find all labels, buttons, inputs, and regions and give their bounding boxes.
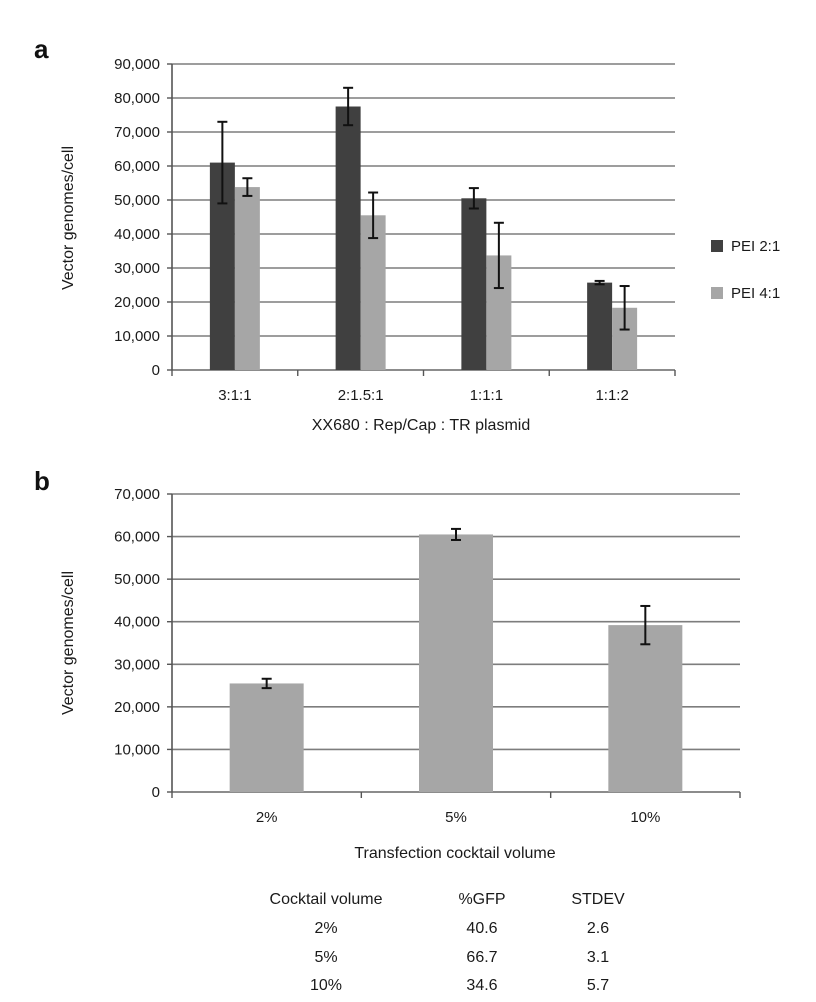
- bar-series-5: [419, 534, 493, 792]
- error-bar-pei-4-1-2-1-5-1: [368, 191, 379, 240]
- y-tick-label: 70,000: [114, 124, 160, 141]
- x-tick-label-5: 5%: [445, 809, 467, 826]
- bar-series-10: [608, 625, 683, 792]
- gfp-table: Cocktail volume %GFP STDEV 2% 40.6 2.6 5…: [270, 891, 625, 994]
- legend-swatch-pei-2-1: [711, 240, 723, 252]
- table-header-cocktail-volume: Cocktail volume: [270, 891, 383, 908]
- y-tick-label: 50,000: [114, 571, 160, 588]
- y-tick-label: 80,000: [114, 90, 160, 107]
- error-bar-pei-2-1-2-1-5-1: [343, 86, 354, 127]
- table-header-stdev: STDEV: [571, 891, 625, 908]
- table-cell: 2%: [314, 920, 337, 937]
- error-bar-series-10: [640, 604, 651, 646]
- y-tick-label: 10,000: [114, 741, 160, 758]
- x-tick-label-1-1-2: 1:1:2: [595, 387, 628, 404]
- panel-a-label: a: [34, 34, 49, 64]
- panel-b-x-axis-label: Transfection cocktail volume: [354, 845, 555, 862]
- y-tick-label: 20,000: [114, 699, 160, 716]
- y-tick-label: 0: [152, 362, 160, 379]
- bar-series-2: [229, 683, 304, 792]
- y-tick-label: 60,000: [114, 529, 160, 546]
- x-tick-label-1-1-1: 1:1:1: [470, 387, 503, 404]
- y-tick-label: 50,000: [114, 192, 160, 209]
- panel-a-y-axis-label: Vector genomes/cell: [60, 146, 77, 290]
- error-bar-pei-4-1-1-1-1: [493, 221, 504, 290]
- y-tick-label: 10,000: [114, 328, 160, 345]
- table-cell: 5%: [314, 949, 337, 966]
- y-tick-label: 40,000: [114, 226, 160, 243]
- legend-swatch-pei-4-1: [711, 287, 723, 299]
- panel-b: b 0 10,000 20,000 30,000 40,000 50,000 60,000 7…: [34, 466, 741, 862]
- error-bar-series-2: [261, 677, 272, 690]
- table-cell: 34.6: [466, 977, 497, 994]
- panel-b-x-ticks: 2% 5% 10%: [171, 792, 741, 826]
- legend-label-pei-4-1: PEI 4:1: [731, 285, 780, 302]
- table-header-gfp: %GFP: [458, 891, 505, 908]
- bar-pei-2-1-1-1-2: [587, 282, 613, 370]
- error-bar-series-5: [451, 527, 461, 541]
- error-bar-pei-2-1-3-1-1: [217, 120, 228, 205]
- error-bar-pei-2-1-1-1-2: [594, 279, 605, 286]
- table-cell: 10%: [310, 977, 342, 994]
- panel-b-bars: [229, 527, 683, 792]
- table-cell: 5.7: [587, 977, 609, 994]
- y-tick-label: 40,000: [114, 614, 160, 631]
- legend-label-pei-2-1: PEI 2:1: [731, 238, 780, 255]
- table-cell: 2.6: [587, 920, 609, 937]
- error-bar-pei-2-1-1-1-1: [468, 187, 479, 210]
- table-cell: 40.6: [466, 920, 497, 937]
- x-tick-label-2-1-5-1: 2:1.5:1: [338, 387, 384, 404]
- y-tick-label: 20,000: [114, 294, 160, 311]
- panel-a-bars: [209, 86, 638, 370]
- x-tick-label-3-1-1: 3:1:1: [218, 387, 251, 404]
- y-tick-label: 30,000: [114, 260, 160, 277]
- panel-a-legend: PEI 2:1 PEI 4:1: [711, 238, 780, 302]
- error-bar-pei-4-1-1-1-2: [619, 285, 630, 331]
- y-tick-label: 0: [152, 784, 160, 801]
- bar-pei-2-1-1-1-1: [461, 198, 487, 370]
- panel-b-label: b: [34, 466, 50, 496]
- panel-a-y-ticks: 0 10,000 20,000 30,000 40,000 50,000 60,000 70,…: [114, 56, 172, 379]
- error-bar-pei-4-1-3-1-1: [242, 177, 253, 197]
- x-tick-label-10: 10%: [630, 809, 660, 826]
- y-tick-label: 60,000: [114, 158, 160, 175]
- table-cell: 3.1: [587, 949, 609, 966]
- panel-a-x-axis-label: XX680 : Rep/Cap : TR plasmid: [312, 417, 530, 434]
- panel-a: a 0 10,000 20,000 30,000 40,000 50,000 60,000 7…: [34, 34, 780, 434]
- bar-pei-4-1-2-1-5-1: [360, 215, 386, 370]
- y-tick-label: 70,000: [114, 486, 160, 503]
- table-cell: 66.7: [466, 949, 497, 966]
- y-tick-label: 90,000: [114, 56, 160, 73]
- y-tick-label: 30,000: [114, 656, 160, 673]
- bar-pei-2-1-2-1-5-1: [335, 106, 361, 370]
- x-tick-label-2: 2%: [256, 809, 278, 826]
- panel-b-y-axis-label: Vector genomes/cell: [60, 571, 77, 715]
- panel-a-x-ticks: 3:1:1 2:1.5:1 1:1:1 1:1:2: [171, 370, 676, 404]
- panel-b-y-ticks: 0 10,000 20,000 30,000 40,000 50,000 60,000 70,…: [114, 486, 172, 801]
- bar-pei-4-1-3-1-1: [234, 187, 260, 370]
